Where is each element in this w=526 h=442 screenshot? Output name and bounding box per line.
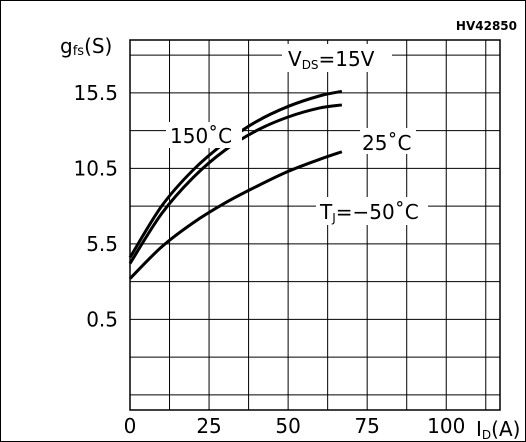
series-label-25c: 25˚C <box>362 131 411 155</box>
y-tick-label: 0.5 <box>86 307 118 331</box>
x-axis-label: ID(A) <box>476 417 520 442</box>
label-150-bg <box>166 122 242 148</box>
plot-area <box>129 39 501 411</box>
x-tick-label: 100 <box>427 414 465 438</box>
x-tick-label: 0 <box>124 414 137 438</box>
condition-label: VDS=15V <box>288 47 375 72</box>
label-25-bg <box>360 128 416 154</box>
y-tick-label: 15.5 <box>73 81 118 105</box>
series-group <box>128 89 343 280</box>
y-tick-label: 10.5 <box>73 156 118 180</box>
tick-labels: 0 25 50 75 100 0.5 5.5 10.5 15.5 <box>73 81 465 438</box>
series-line-0 <box>128 89 343 259</box>
x-tick-label: 50 <box>275 414 300 438</box>
y-tick-label: 5.5 <box>86 232 118 256</box>
series-label-tj-neg50c: TJ=−50˚C <box>319 200 419 225</box>
y-axis-label: gfs(S) <box>60 34 112 59</box>
condition-label-bg <box>282 44 392 72</box>
label-neg50-bg <box>316 197 428 225</box>
x-tick-label: 75 <box>354 414 379 438</box>
chart-code: HV42850 <box>456 19 517 33</box>
grid <box>130 40 500 410</box>
series-line-2 <box>128 150 343 280</box>
x-tick-label: 25 <box>196 414 221 438</box>
series-label-150c: 150˚C <box>170 124 232 148</box>
